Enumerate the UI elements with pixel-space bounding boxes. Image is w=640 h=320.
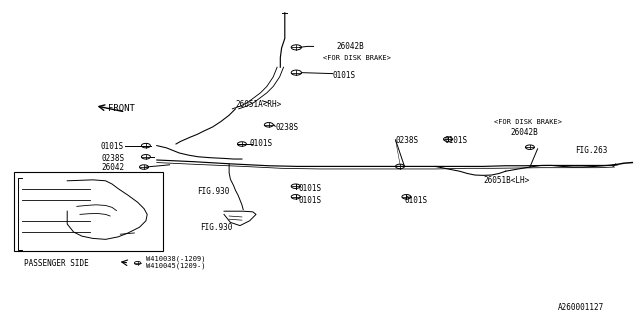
Text: A260001127: A260001127 <box>558 303 604 312</box>
Text: 26042B: 26042B <box>511 128 538 137</box>
Text: FIG.930: FIG.930 <box>197 187 230 196</box>
Text: W410038(-1209): W410038(-1209) <box>146 256 205 262</box>
Text: 0101S: 0101S <box>299 184 322 193</box>
Text: W410045(1209-): W410045(1209-) <box>146 263 205 269</box>
Text: 26042: 26042 <box>102 163 125 172</box>
Text: 0101S: 0101S <box>299 196 322 205</box>
Text: PASSENGER SIDE: PASSENGER SIDE <box>24 259 89 268</box>
Text: 0101S: 0101S <box>250 139 273 148</box>
Text: M060004: M060004 <box>88 187 118 192</box>
Text: 26051B<LH>: 26051B<LH> <box>483 176 529 185</box>
Text: 0101S: 0101S <box>445 136 468 145</box>
Text: 0238S: 0238S <box>275 123 298 132</box>
Bar <box>14 172 163 251</box>
Text: 83321: 83321 <box>30 220 51 225</box>
Text: <FOR DISK BRAKE>: <FOR DISK BRAKE> <box>323 55 391 60</box>
Text: 26042B: 26042B <box>336 42 364 51</box>
Text: 0238S: 0238S <box>396 136 419 145</box>
Text: 0101S: 0101S <box>333 71 356 80</box>
Text: FIG.930: FIG.930 <box>200 223 232 232</box>
Text: 0101S: 0101S <box>100 142 124 151</box>
Text: 0238S: 0238S <box>102 154 125 163</box>
Text: N340008: N340008 <box>26 199 55 204</box>
Text: <FOR DISK BRAKE>: <FOR DISK BRAKE> <box>494 119 562 125</box>
Text: 26051A<RH>: 26051A<RH> <box>236 100 282 108</box>
Text: 26001: 26001 <box>62 172 85 180</box>
Text: 0450S: 0450S <box>120 232 141 238</box>
Text: FRONT: FRONT <box>108 104 134 113</box>
Text: FIG.263: FIG.263 <box>575 146 607 155</box>
Text: 0101S: 0101S <box>404 196 428 205</box>
Text: M060004: M060004 <box>16 231 45 236</box>
